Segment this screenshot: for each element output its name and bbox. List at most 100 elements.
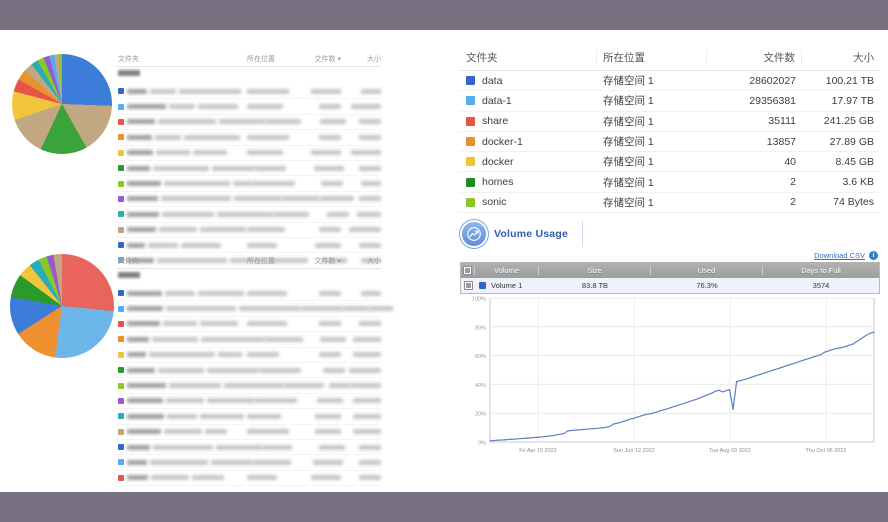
cell-filecount [299,429,341,435]
table-row[interactable] [116,176,381,192]
redacted-text [265,336,303,342]
table-row[interactable]: share 存储空间 1 35111 241.25 GB [460,112,880,132]
redacted-text [150,88,176,94]
cell-size [346,336,381,342]
redacted-text [284,383,324,389]
col-filecount[interactable]: 文件数 ▾ [314,258,341,265]
table-row[interactable] [116,425,381,440]
cell-folder [116,165,256,172]
cell-folder [116,103,247,110]
col-location[interactable]: 所在位置 [247,56,275,63]
table-row[interactable] [116,99,381,115]
table-row[interactable] [116,332,381,348]
col-size[interactable]: Size [539,265,651,275]
cell-location: 存储空间 1 [603,115,654,128]
row-checkbox[interactable] [461,281,475,290]
cell-volume: Volume 1 [475,281,539,290]
col-days-to-full[interactable]: Days to Full [801,265,841,275]
cell-location: 存储空间 1 [603,136,654,149]
table-row[interactable] [116,440,381,456]
folder-color-swatch [118,444,124,451]
cell-location: 存储空间 1 [603,95,654,108]
table-row[interactable] [116,146,381,161]
info-icon[interactable]: i [869,250,878,260]
table-row[interactable] [116,378,381,394]
cell-folder: docker-1 [460,136,597,148]
folder-color-swatch [118,103,124,110]
cell-filecount [299,475,341,481]
redacted-text [247,429,289,435]
redacted-text [156,150,190,156]
redacted-text [353,413,381,419]
cell-folder [116,336,265,343]
folder-color-swatch [118,180,124,187]
redacted-text [149,352,215,358]
table-row[interactable] [116,301,393,317]
col-folder[interactable]: 文件夹 [460,49,597,65]
redacted-text [166,398,204,404]
cell-size [341,242,381,248]
redacted-text [234,196,282,202]
table-row[interactable] [116,207,381,223]
table-row[interactable] [116,84,381,100]
redacted-text [361,181,381,187]
cell-filecount [299,88,341,94]
table-row[interactable] [116,286,381,302]
download-csv-link[interactable]: Download CSV [814,250,865,260]
table-row[interactable]: Volume 1 83.8 TB 76.3% 3574 [461,278,879,293]
redacted-text [329,383,351,389]
table-row[interactable]: sonic 存储空间 1 2 74 Bytes [460,193,880,214]
col-folder[interactable]: 文件夹 [118,56,139,63]
col-used[interactable]: Used [651,265,763,275]
table-row[interactable] [116,363,381,379]
table-row[interactable] [116,130,381,146]
table-row[interactable] [116,394,381,410]
col-size[interactable]: 大小 [367,56,381,63]
col-location[interactable]: 所在位置 [247,258,275,265]
cell-location [265,336,310,342]
col-filecount[interactable]: 文件数 [707,49,802,65]
table-row[interactable] [116,455,381,471]
table-row[interactable] [116,161,381,177]
redacted-text [349,367,381,373]
cell-location [282,196,320,202]
redacted-text [259,367,301,373]
redacted-text [127,227,156,233]
col-folder[interactable]: 文件夹 [118,258,139,265]
cell-size [351,383,381,389]
col-volume[interactable]: Volume [475,265,539,275]
col-size[interactable]: 大小 [367,258,381,265]
col-location[interactable]: 所在位置 [597,49,707,65]
table-row[interactable] [116,471,381,487]
table-row[interactable]: data 存储空间 1 28602027 100.21 TB [460,71,880,92]
redacted-text [153,165,209,171]
cell-folder: share [460,115,597,127]
group-label-redacted [116,272,381,286]
col-size[interactable]: 大小 [853,51,874,64]
table-row[interactable] [116,317,381,333]
cell-size [341,321,381,327]
table-row[interactable]: homes 存储空间 1 2 3.6 KB [460,172,880,193]
table-row[interactable] [116,238,381,254]
table-row[interactable]: docker-1 存储空间 1 13857 27.89 GB [460,132,880,153]
redacted-text [163,321,197,327]
table-row[interactable]: data-1 存储空间 1 29356381 17.97 TB [460,91,880,112]
table-row[interactable]: docker 存储空间 1 40 8.45 GB [460,152,880,173]
folder-size-pie-top [12,54,112,154]
tab-volume-usage[interactable]: Volume Usage [460,221,583,247]
col-filecount[interactable]: 文件数 ▾ [314,56,341,63]
table-row[interactable] [116,115,381,131]
select-all-checkbox[interactable] [461,265,475,275]
cell-location [247,88,299,94]
folder-color-swatch [118,413,124,420]
cell-filecount [311,257,347,263]
table-row[interactable] [116,192,381,208]
redacted-text [127,150,153,156]
folder-color-swatch [118,149,124,156]
table-row[interactable] [116,409,381,425]
volume-usage-grid: Volume Size Used Days to Full Volume 1 8… [460,262,880,294]
cell-folder [116,397,255,404]
table-row[interactable] [116,223,381,238]
folder-color-swatch [118,226,124,233]
table-row[interactable] [116,348,381,363]
